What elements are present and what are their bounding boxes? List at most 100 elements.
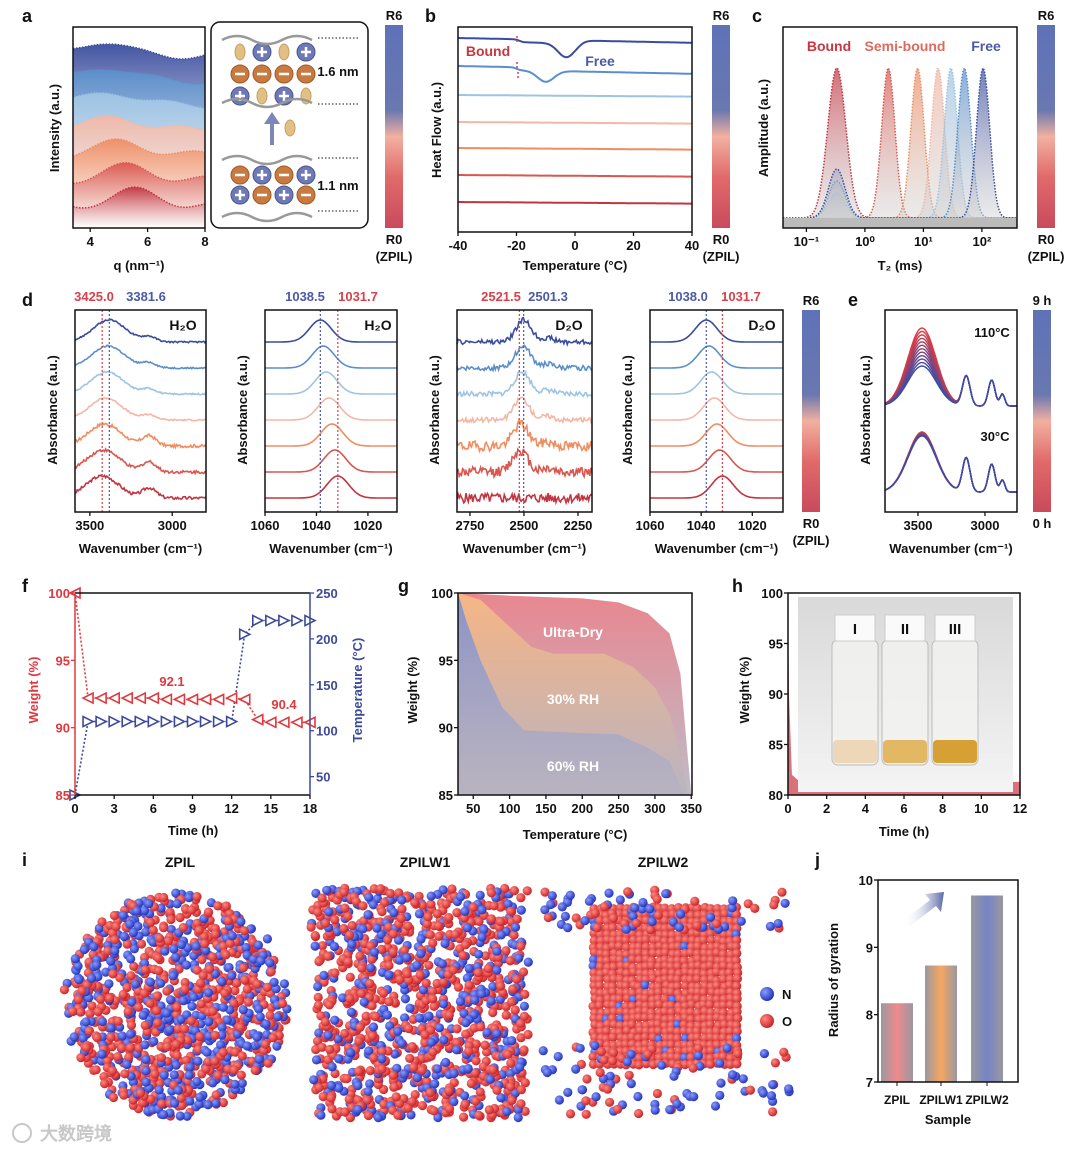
oxygen-atom [145, 998, 155, 1009]
in-situ-spectrum [884, 435, 1017, 493]
oxygen-atom [361, 1011, 371, 1021]
oxygen-atom [540, 887, 550, 897]
nitrogen-atom [728, 896, 738, 906]
nitrogen-atom [202, 1047, 212, 1057]
oxygen-atom [621, 935, 631, 945]
oxygen-atom [718, 1000, 729, 1010]
oxygen-atom [365, 978, 375, 989]
nitrogen-atom [477, 989, 487, 999]
nitrogen-atom [780, 898, 790, 908]
nitrogen-atom [590, 1040, 600, 1051]
absorbance-spectrum [265, 345, 397, 369]
panel-letter: f [22, 576, 29, 596]
oxygen-atom [367, 1031, 377, 1041]
weight-point [290, 715, 303, 729]
oxygen-atom [384, 960, 394, 971]
oxygen-atom [608, 1048, 619, 1058]
oxygen-atom [91, 1065, 101, 1075]
oxygen-atom [471, 1056, 481, 1066]
temperature-point [108, 715, 121, 728]
oxygen-atom [706, 935, 717, 945]
x-tick-label: 12 [224, 801, 238, 816]
oxygen-atom [688, 1063, 698, 1073]
temperature-point [278, 614, 291, 627]
oxygen-atom [383, 935, 393, 945]
spacing-label-bottom: 1.1 nm [317, 178, 358, 193]
panel-letter: i [22, 850, 27, 870]
nitrogen-atom [674, 922, 685, 932]
panel-letter: g [398, 576, 409, 596]
nitrogen-atom [125, 919, 135, 929]
oxygen-atom [126, 1020, 137, 1030]
x-tick-label: ZPIL [884, 1093, 910, 1107]
nitrogen-atom [462, 973, 472, 983]
nitrogen-atom [393, 935, 404, 945]
panel-letter: j [814, 850, 820, 870]
oxygen-atom [148, 925, 158, 935]
peak-marker-label: 2501.3 [528, 289, 568, 304]
snapshot-zpil [59, 888, 292, 1121]
x-tick-label: 0 [784, 801, 791, 816]
plot-frame-j [877, 879, 1019, 1083]
colorbar [1037, 25, 1055, 228]
nitrogen-atom [353, 1104, 363, 1115]
oxygen-atom [660, 903, 670, 913]
nitrogen-atom [162, 1008, 172, 1018]
oxygen-atom [199, 932, 209, 942]
oxygen-atom [507, 997, 517, 1007]
nitrogen-atom [732, 1033, 742, 1043]
absorbance-spectrum [265, 397, 397, 421]
snapshot-zpilw1 [306, 883, 533, 1123]
oxygen-atom [154, 966, 164, 976]
x-tick-label: 12 [1013, 801, 1027, 816]
nitrogen-atom [369, 947, 379, 957]
oxygen-atom [213, 1070, 223, 1080]
oxygen-atom [111, 921, 121, 932]
oxygen-atom [150, 1069, 160, 1079]
nitrogen-atom [768, 1080, 778, 1090]
x-tick-label: 3500 [75, 518, 104, 533]
x-tick-label: 0 [71, 801, 78, 816]
in-situ-spectrum [884, 330, 1017, 407]
oxygen-atom [410, 898, 420, 908]
colorbar-top-label: R6 [386, 8, 403, 23]
oxygen-atom [725, 980, 735, 990]
polymer-chain [221, 211, 313, 223]
nitrogen-atom [255, 1012, 265, 1022]
x-tick-label: 10¹ [914, 234, 933, 249]
y-tick-label: 85 [56, 788, 70, 803]
nitrogen-atom [333, 1034, 343, 1044]
y-axis-label: Amplitude (a.u.) [756, 79, 771, 177]
oxygen-atom [509, 886, 519, 896]
weight-point [81, 691, 94, 705]
nitrogen-atom [141, 1054, 151, 1064]
oxygen-atom [343, 957, 353, 967]
oxygen-atom [516, 1033, 526, 1043]
oxygen-atom [712, 981, 722, 991]
weight-annotation-90-4: 90.4 [271, 697, 297, 712]
x-tick-label: 6 [900, 801, 907, 816]
nitrogen-atom [347, 939, 357, 949]
oxygen-atom [777, 887, 787, 897]
oxygen-atom [403, 921, 413, 931]
oxygen-atom [705, 961, 715, 971]
bound-annotation: Bound [466, 43, 510, 59]
x-tick-label: 3000 [158, 518, 187, 533]
nitrogen-atom [218, 1002, 228, 1012]
x-tick-label: 100 [499, 801, 521, 816]
oxygen-atom [506, 1058, 516, 1068]
oxygen-atom [599, 1055, 609, 1065]
oxygen-atom [265, 1010, 275, 1021]
absorbance-spectrum [74, 370, 207, 396]
oxygen-atom [211, 1090, 221, 1100]
oxygen-atom [603, 1084, 613, 1094]
nitrogen-atom [758, 1088, 768, 1098]
nitrogen-atom [514, 953, 524, 963]
oxygen-atom [471, 1039, 481, 1049]
oxygen-atom [108, 969, 118, 979]
nitrogen-atom [647, 917, 657, 927]
oxygen-atom [395, 974, 405, 985]
oxygen-atom [461, 1029, 471, 1039]
oxygen-atom [266, 967, 276, 977]
colorbar-bottom-label: 0 h [1033, 516, 1052, 531]
